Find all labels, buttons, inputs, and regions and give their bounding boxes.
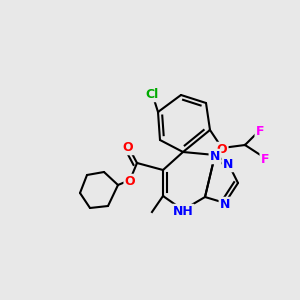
Text: O: O [217, 143, 227, 156]
Text: N: N [220, 198, 230, 211]
Text: O: O [123, 141, 133, 154]
Text: N: N [223, 158, 233, 171]
Text: F: F [256, 125, 264, 138]
Text: Cl: Cl [146, 88, 159, 101]
Text: N: N [210, 150, 220, 163]
Text: F: F [261, 153, 269, 166]
Text: O: O [125, 175, 135, 188]
Text: NH: NH [172, 205, 194, 218]
